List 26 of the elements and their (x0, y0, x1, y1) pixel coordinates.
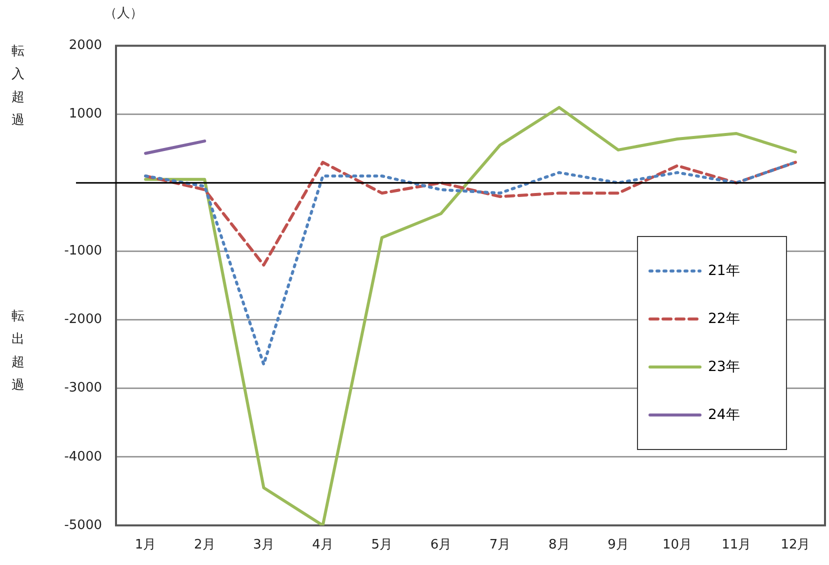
x-tick-label: 8月 (548, 538, 570, 553)
y-tick-label: -2000 (64, 312, 102, 328)
x-tick-label: 12月 (780, 538, 810, 553)
x-tick-label: 10月 (662, 538, 692, 553)
y-tick-label: -1000 (64, 244, 102, 259)
x-tick-label: 5月 (371, 538, 393, 553)
text: 転出超過 (10, 308, 26, 395)
y-tick-label: -5000 (64, 518, 102, 533)
x-tick-label: 7月 (489, 538, 511, 553)
y-tick-label: -4000 (64, 449, 102, 464)
y-tick-label: 1000 (68, 106, 102, 122)
legend-label: 24年 (708, 406, 740, 424)
x-tick-label: 11月 (722, 538, 752, 553)
y-axis-title: （人） (104, 5, 143, 22)
x-tick-label: 1月 (134, 538, 156, 553)
x-tick-label: 9月 (608, 538, 629, 553)
legend-label: 23年 (708, 358, 740, 376)
text: 転入超過 (10, 43, 26, 130)
legend-label: 21年 (708, 262, 740, 280)
y-tick-label: 2000 (68, 38, 102, 54)
legend-label: 22年 (708, 310, 740, 328)
x-tick-label: 3月 (253, 538, 274, 553)
x-tick-label: 6月 (430, 538, 452, 553)
x-tick-label: 2月 (194, 538, 216, 553)
x-tick-label: 4月 (312, 538, 334, 553)
y-tick-label: -3000 (64, 380, 102, 396)
